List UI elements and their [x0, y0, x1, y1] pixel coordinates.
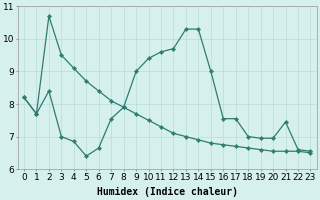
- X-axis label: Humidex (Indice chaleur): Humidex (Indice chaleur): [97, 187, 238, 197]
